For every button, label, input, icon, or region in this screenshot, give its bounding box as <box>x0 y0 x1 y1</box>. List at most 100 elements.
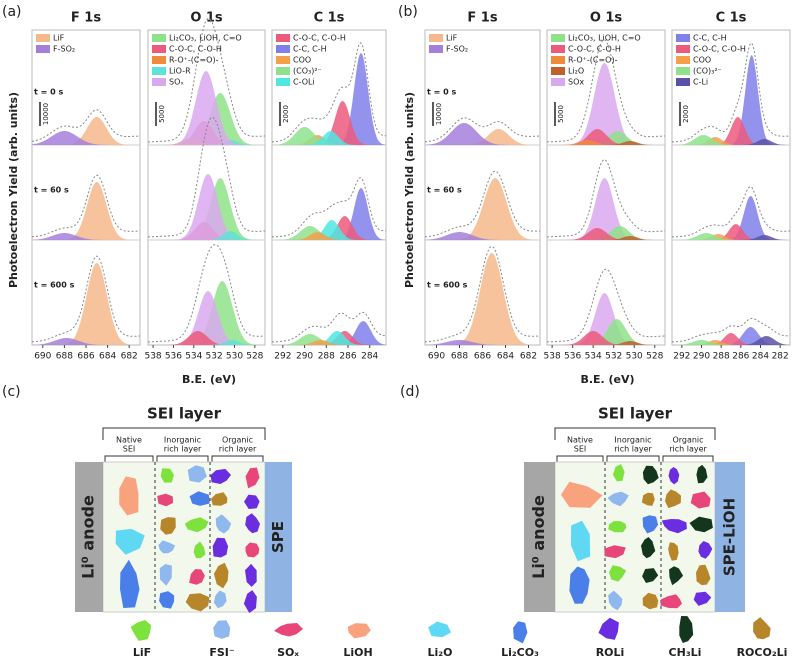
legend-swatch <box>276 56 290 64</box>
legend-swatch <box>152 45 166 53</box>
column-title: O 1s <box>190 11 223 26</box>
peak <box>272 131 386 145</box>
particle <box>159 591 175 609</box>
x-tick-label: 536 <box>165 352 182 362</box>
particle <box>661 519 687 534</box>
legend-label: R-O⁺-(C=O)- <box>568 56 618 65</box>
legend-label: Li₂CO₃, LiOH, C=O <box>568 34 641 43</box>
time-label: t = 60 s <box>427 186 462 195</box>
legend-swatch <box>551 56 565 64</box>
particle <box>571 520 591 562</box>
peak <box>148 178 265 240</box>
particle <box>753 617 771 640</box>
plot-frame <box>271 29 387 346</box>
particle <box>212 537 229 558</box>
particle <box>157 493 174 507</box>
column-title: C 1s <box>716 11 747 26</box>
particle <box>698 541 713 559</box>
anode-label: Li⁰ anode <box>529 495 548 579</box>
particle <box>130 620 152 641</box>
particle <box>679 616 694 643</box>
y-axis-label: Photoelectron Yield (arb. units) <box>7 92 20 288</box>
electrolyte-label: SPE <box>269 521 287 553</box>
x-tick-label: 538 <box>544 352 561 362</box>
x-tick-label: 682 <box>520 352 537 362</box>
sub-bracket <box>606 455 660 462</box>
particle <box>690 491 711 509</box>
legend-swatch <box>551 45 565 53</box>
particle <box>604 545 626 559</box>
legend-swatch <box>36 45 50 53</box>
particle <box>609 565 627 582</box>
legend-swatch <box>676 78 690 86</box>
peak <box>672 233 790 240</box>
particle <box>669 566 684 586</box>
time-label: t = 600 s <box>34 281 75 290</box>
layer-label: Organic <box>222 436 253 445</box>
particle <box>189 569 205 585</box>
particle <box>693 591 712 606</box>
peak <box>672 340 790 345</box>
peak <box>672 336 790 345</box>
envelope <box>31 255 140 343</box>
column-title: O 1s <box>590 11 623 26</box>
particle <box>119 476 139 516</box>
particle <box>660 594 682 609</box>
envelope <box>546 268 665 343</box>
envelope <box>546 39 665 143</box>
x-tick-label: 534 <box>585 352 602 362</box>
x-tick-label: 282 <box>772 352 789 362</box>
legend-swatch <box>276 34 290 42</box>
layer-label: rich layer <box>219 445 257 454</box>
legend-label: F-SO₂ <box>446 45 468 54</box>
legend-label: Li₂CO₃, LiOH, C=O <box>169 34 242 43</box>
peak <box>32 182 140 240</box>
legend-label: C-O-C, C-O-H <box>568 45 621 54</box>
particle <box>608 590 623 611</box>
legend-label: C-C, C-H <box>293 45 327 54</box>
peak <box>547 129 665 145</box>
peak <box>148 231 265 240</box>
panel-label: (d) <box>400 384 420 400</box>
peak <box>32 131 140 145</box>
peak <box>547 63 665 145</box>
scale-bar-label: 2000 <box>682 105 690 123</box>
sub-bracket <box>104 455 154 462</box>
envelope <box>424 170 540 238</box>
legend-swatch <box>429 45 443 53</box>
layer-label: Inorganic <box>164 436 201 445</box>
peak <box>672 55 790 145</box>
peak <box>148 340 265 345</box>
legend-label: LiF <box>53 34 65 43</box>
legend-label: SOx <box>568 78 584 87</box>
peak <box>672 117 790 145</box>
x-axis-label: B.E. (eV) <box>580 373 634 386</box>
peak <box>672 135 790 145</box>
peak <box>547 228 665 240</box>
envelope <box>31 109 140 142</box>
legend-label: R-O⁺-(C=O)- <box>169 56 219 65</box>
envelope <box>671 317 790 343</box>
x-tick-label: 284 <box>752 352 769 362</box>
scale-bar-label: 5000 <box>158 105 166 123</box>
x-tick-label: 536 <box>564 352 581 362</box>
legend-swatch <box>152 78 166 86</box>
peak <box>272 334 386 345</box>
sub-bracket <box>662 455 714 462</box>
particle <box>211 492 228 506</box>
particle <box>158 540 176 554</box>
anode-label: Li⁰ anode <box>79 495 98 579</box>
x-tick-label: 532 <box>605 352 622 362</box>
envelope <box>424 245 540 343</box>
legend-label: C-C, C-H <box>693 34 727 43</box>
layer-label: Native <box>116 436 142 445</box>
particle <box>642 515 659 534</box>
peak <box>547 178 665 240</box>
particle <box>184 517 209 533</box>
particle <box>159 564 172 586</box>
legend-swatch <box>276 67 290 75</box>
peak <box>148 281 265 345</box>
peak <box>148 331 265 345</box>
legend-swatch <box>551 67 565 75</box>
component-label: ROLi <box>596 646 625 659</box>
